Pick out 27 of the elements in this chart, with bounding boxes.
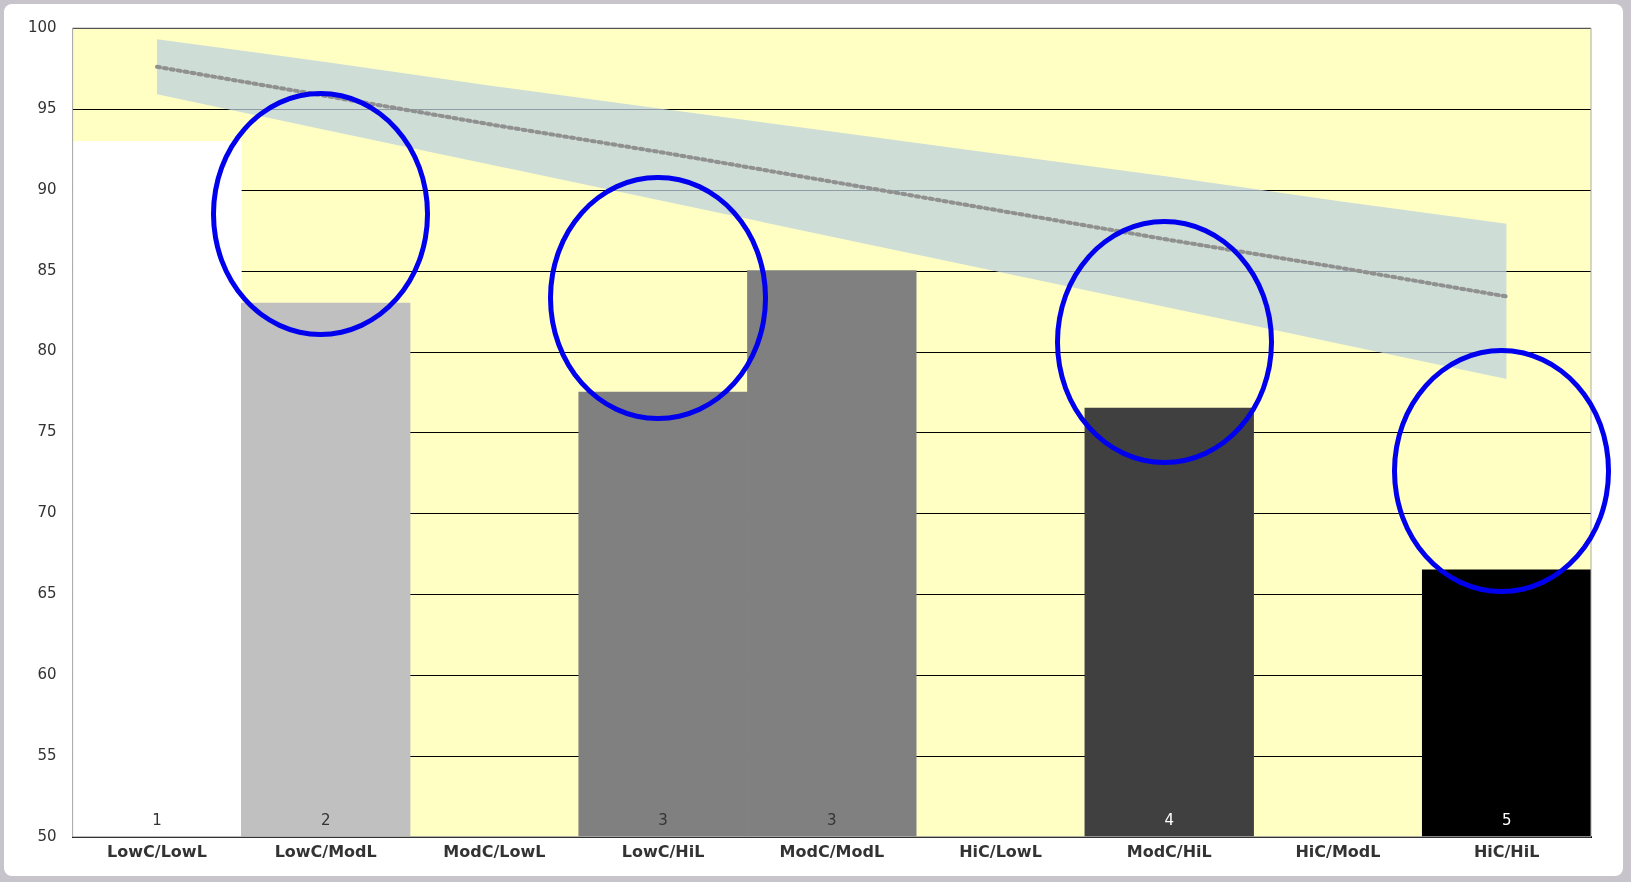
y-tick-label: 55 xyxy=(37,745,57,764)
x-tick-label: HiC/HiL xyxy=(1473,841,1540,861)
x-tick-label: ModC/HiL xyxy=(1126,841,1212,861)
y-tick-label: 75 xyxy=(37,422,57,441)
annotation: 1 xyxy=(152,811,162,830)
x-tick-label: LowC/ModL xyxy=(274,841,377,861)
y-tick-label: 95 xyxy=(37,98,57,117)
y-tick-label: 60 xyxy=(37,664,57,683)
line-series xyxy=(154,64,1509,299)
annotation: 3 xyxy=(658,811,668,830)
y-tick-label: 90 xyxy=(37,179,57,198)
annotation: 3 xyxy=(827,811,837,830)
y-tick-label: 65 xyxy=(37,584,57,603)
x-tick-label: ModC/LowL xyxy=(443,841,546,861)
x-tick-label: ModC/ModL xyxy=(779,841,885,861)
y-tick-label: 85 xyxy=(37,260,57,279)
y-tick-label: 80 xyxy=(37,341,57,360)
y-tick-label: 100 xyxy=(27,17,57,36)
x-tick-label: LowC/LowL xyxy=(107,841,207,861)
x-tick-label: HiC/LowL xyxy=(959,841,1042,861)
annotation: 4 xyxy=(1164,811,1174,830)
y-tick-label: 50 xyxy=(37,826,57,845)
x-tick-label: LowC/HiL xyxy=(621,841,705,861)
annotation: 2 xyxy=(320,811,331,830)
y-tick-label: 70 xyxy=(37,503,57,522)
annotation: 5 xyxy=(1501,811,1512,830)
x-tick-label: HiC/ModL xyxy=(1295,841,1381,861)
